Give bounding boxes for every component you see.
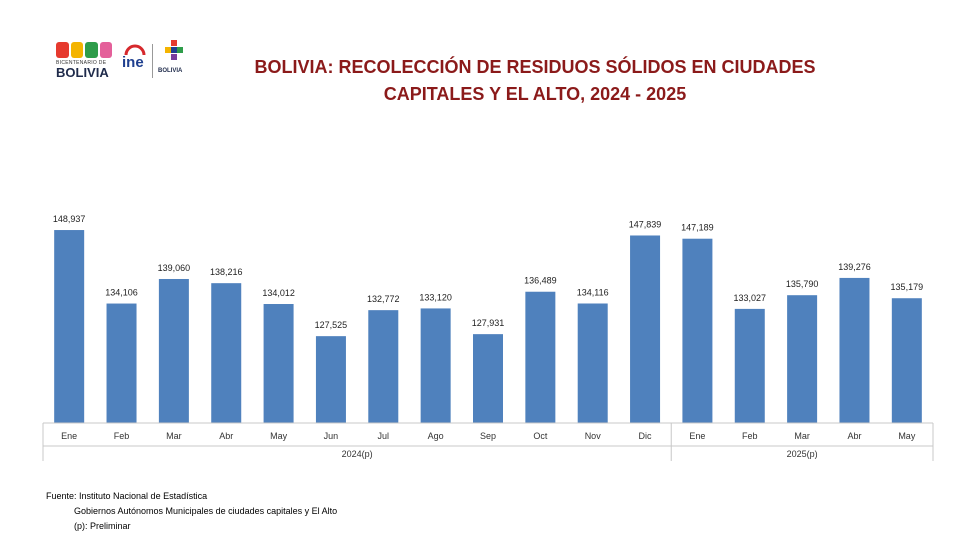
- bicentenario-big-text: BOLIVIA: [56, 65, 109, 80]
- category-label: Sep: [480, 431, 496, 441]
- bar: [525, 291, 556, 423]
- data-label: 134,116: [577, 287, 609, 297]
- bar: [263, 304, 294, 423]
- data-label: 127,931: [472, 318, 505, 328]
- chart-title: BOLIVIA: RECOLECCIÓN DE RESIDUOS SÓLIDOS…: [220, 54, 850, 108]
- bar: [315, 336, 346, 423]
- bicentenario-small-text: BICENTENARIO DE: [56, 60, 107, 66]
- bar: [473, 334, 503, 423]
- category-label: Jul: [378, 431, 390, 441]
- category-label: Feb: [742, 431, 758, 441]
- bar: [839, 277, 870, 423]
- data-label: 133,120: [419, 292, 452, 302]
- logo-divider: [152, 44, 153, 78]
- chart-title-line-1: BOLIVIA: RECOLECCIÓN DE RESIDUOS SÓLIDOS…: [254, 57, 816, 77]
- data-label: 135,790: [786, 279, 819, 289]
- bar: [368, 310, 399, 423]
- category-label: Oct: [533, 431, 548, 441]
- category-label: Jun: [324, 431, 339, 441]
- category-label: Ene: [61, 431, 77, 441]
- bicentenario-logo: BICENTENARIO DE BOLIVIA: [54, 40, 116, 84]
- data-label: 134,012: [262, 288, 295, 298]
- bar: [682, 238, 713, 423]
- data-label: 132,772: [367, 294, 400, 304]
- ine-logo-text: ine: [122, 54, 144, 71]
- data-label: 134,106: [105, 288, 138, 298]
- bar: [54, 230, 85, 423]
- bar: [787, 295, 818, 423]
- data-label: 148,937: [53, 214, 86, 224]
- category-label: Abr: [219, 431, 233, 441]
- footer-source: Fuente: Instituto Nacional de Estadístic…: [46, 491, 208, 501]
- data-label: 133,027: [733, 293, 766, 303]
- group-label: 2024(p): [342, 449, 373, 459]
- category-label: Dic: [639, 431, 652, 441]
- bar: [211, 283, 242, 423]
- logos-area: BICENTENARIO DE BOLIVIA ine BOLIVIA: [54, 40, 194, 84]
- data-label: 127,525: [315, 320, 348, 330]
- category-label: May: [270, 431, 288, 441]
- category-label: Ago: [428, 431, 444, 441]
- data-label: 135,179: [891, 282, 924, 292]
- bar: [420, 308, 451, 423]
- data-label: 136,489: [524, 276, 557, 286]
- footer-source-detail: Gobiernos Autónomos Municipales de ciuda…: [74, 506, 338, 516]
- bar: [158, 278, 189, 423]
- category-label: Mar: [166, 431, 182, 441]
- estado-logo-text: BOLIVIA: [158, 68, 183, 74]
- group-label: 2025(p): [787, 449, 818, 459]
- bar: [106, 303, 137, 423]
- bar: [577, 303, 608, 423]
- data-label: 139,276: [838, 262, 871, 272]
- estado-logo: BOLIVIA: [156, 40, 192, 84]
- category-label: Abr: [847, 431, 861, 441]
- data-label: 147,189: [681, 223, 714, 233]
- bar: [891, 298, 922, 423]
- bar: [734, 308, 765, 423]
- ine-logo: ine: [122, 40, 152, 84]
- data-label: 138,216: [210, 267, 243, 277]
- footer-notes: Fuente: Instituto Nacional de Estadístic…: [46, 489, 337, 534]
- category-label: Feb: [114, 431, 130, 441]
- category-label: Mar: [794, 431, 810, 441]
- footer-note-preliminary: (p): Preliminar: [74, 521, 131, 531]
- bar: [630, 235, 661, 423]
- category-label: Ene: [689, 431, 705, 441]
- data-label: 139,060: [158, 263, 191, 273]
- data-label: 147,839: [629, 219, 662, 229]
- category-label: May: [898, 431, 916, 441]
- category-label: Nov: [585, 431, 602, 441]
- chart-title-line-2: CAPITALES Y EL ALTO, 2024 - 2025: [383, 84, 687, 104]
